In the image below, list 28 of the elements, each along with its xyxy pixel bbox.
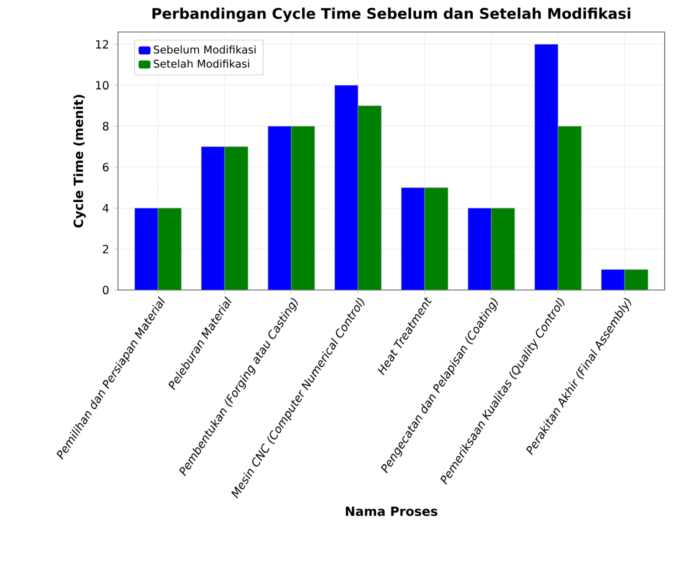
bar [224, 146, 248, 290]
bar [268, 126, 292, 290]
y-axis-title: Cycle Time (menit) [73, 94, 86, 228]
y-tick-label: 0 [102, 286, 109, 294]
bar [401, 188, 425, 290]
chart-title: Perbandingan Cycle Time Sebelum dan Setelah Modifikasi [152, 8, 630, 22]
bar [291, 126, 315, 290]
bar [534, 44, 558, 290]
bar [134, 208, 158, 290]
bar [624, 269, 648, 290]
y-tick-label: 2 [102, 244, 108, 254]
y-tick-label: 8 [102, 122, 109, 130]
bar [468, 208, 492, 290]
y-tick-label: 12 [96, 40, 108, 48]
bar [201, 146, 225, 290]
y-tick-label: 10 [96, 80, 109, 90]
legend-label: Sebelum Modifikasi [154, 45, 256, 54]
bar [158, 208, 182, 290]
bar [358, 106, 382, 290]
bar [424, 188, 448, 290]
bar [491, 208, 515, 290]
bar [558, 126, 582, 290]
bar [601, 269, 625, 290]
y-tick-label: 4 [102, 204, 109, 212]
legend-label: Setelah Modifikasi [154, 59, 250, 68]
x-axis-title: Nama Proses [346, 506, 438, 516]
bar [334, 85, 358, 290]
y-tick-label: 6 [102, 162, 109, 172]
